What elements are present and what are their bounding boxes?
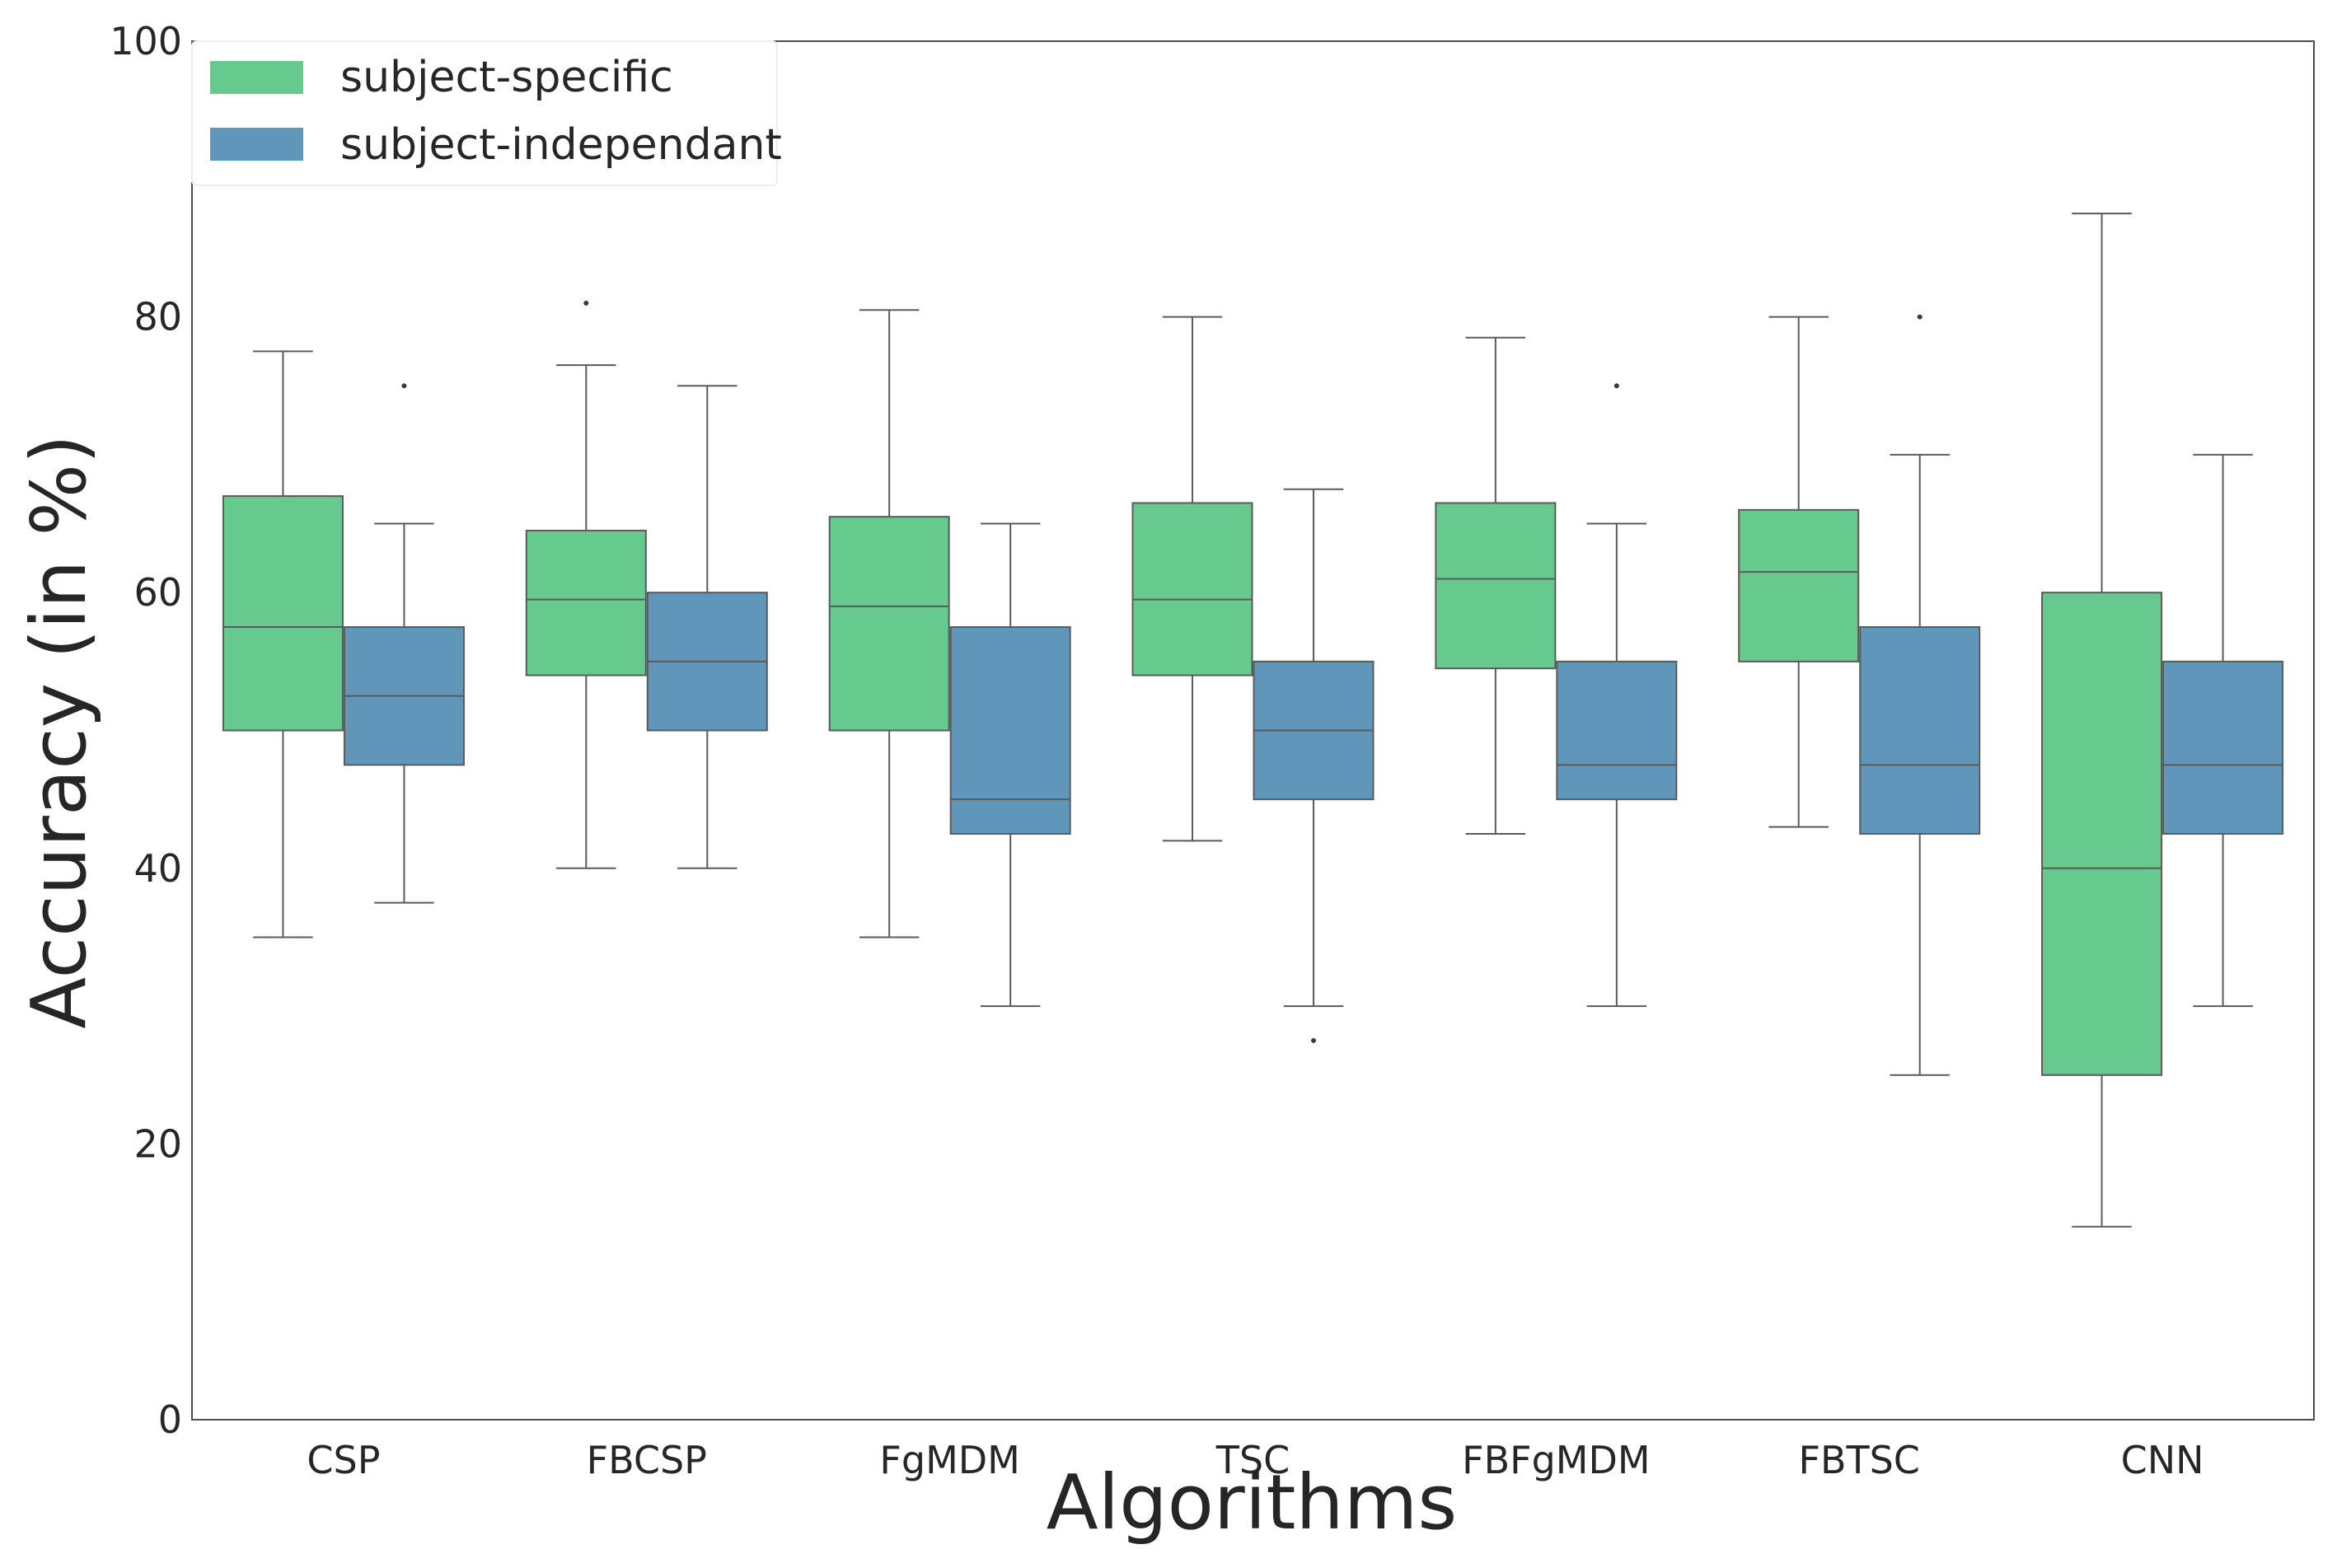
x-tick-label: CSP bbox=[307, 1438, 380, 1482]
box-subject-specific-cnn bbox=[2041, 213, 2163, 1228]
y-tick-label: 100 bbox=[110, 19, 182, 63]
axes-layer: 0 20 40 60 80 100 CSP FBCSP FgMDM TSC FBFgMDM FBTSC… bbox=[110, 19, 2315, 1482]
box-subject-independant-fbcsp bbox=[646, 385, 768, 869]
y-tick-label: 0 bbox=[158, 1397, 182, 1442]
x-tick-label: CNN bbox=[2121, 1438, 2204, 1482]
y-tick-label: 20 bbox=[133, 1121, 182, 1166]
boxes-layer bbox=[222, 213, 2284, 1228]
iqr-box bbox=[1556, 660, 1678, 801]
box-subject-specific-fbtsc bbox=[1738, 316, 1860, 828]
y-tick-label: 60 bbox=[133, 570, 182, 615]
iqr-box bbox=[1435, 502, 1557, 670]
box-subject-specific-tsc bbox=[1131, 316, 1253, 842]
x-tick-label: FBCSP bbox=[587, 1438, 707, 1482]
x-tick-label: FBFgMDM bbox=[1462, 1438, 1650, 1482]
legend-label-subject-independant: subject-independant bbox=[340, 120, 782, 170]
box-subject-specific-fbfgmdm bbox=[1435, 336, 1557, 835]
legend: subject-specific subject-independant bbox=[191, 40, 782, 186]
box-subject-independant-fbfgmdm bbox=[1556, 383, 1678, 1008]
iqr-box bbox=[1859, 626, 1981, 835]
x-tick-label: FBTSC bbox=[1798, 1438, 1919, 1482]
outlier-point bbox=[1311, 1037, 1316, 1043]
legend-frame bbox=[191, 40, 778, 186]
box-subject-independant-cnn bbox=[2162, 453, 2284, 1008]
legend-label-subject-specific: subject-specific bbox=[340, 53, 673, 102]
box-subject-specific-csp bbox=[222, 350, 344, 938]
iqr-box bbox=[525, 529, 647, 676]
iqr-box bbox=[1738, 508, 1860, 662]
box-subject-independant-fbtsc bbox=[1859, 314, 1981, 1076]
plot-frame bbox=[191, 40, 2315, 1421]
box-subject-specific-fgmdm bbox=[828, 309, 950, 938]
outlier-point bbox=[1917, 314, 1923, 320]
iqr-box bbox=[949, 626, 1071, 835]
legend-swatch-subject-specific bbox=[210, 61, 303, 94]
x-tick-label: TSC bbox=[1215, 1438, 1290, 1482]
iqr-box bbox=[2041, 592, 2163, 1076]
x-axis-title: Algorithms bbox=[1047, 1458, 1458, 1547]
y-axis-title: Accuracy (in %) bbox=[15, 434, 103, 1029]
box-subject-specific-fbcsp bbox=[525, 300, 647, 869]
iqr-box bbox=[828, 516, 950, 732]
iqr-box bbox=[1131, 502, 1253, 676]
box-subject-independant-tsc bbox=[1253, 488, 1375, 1043]
x-tick-label: FgMDM bbox=[879, 1438, 1019, 1482]
iqr-box bbox=[222, 495, 344, 732]
outlier-point bbox=[583, 300, 589, 306]
y-tick-label: 80 bbox=[133, 295, 182, 339]
legend-swatch-subject-independant bbox=[210, 128, 303, 161]
box-subject-independant-fgmdm bbox=[949, 522, 1071, 1008]
outlier-point bbox=[1613, 383, 1619, 389]
y-tick-label: 40 bbox=[133, 846, 182, 891]
outlier-point bbox=[401, 383, 407, 389]
iqr-box bbox=[2162, 660, 2284, 835]
box-subject-independant-csp bbox=[343, 383, 465, 904]
